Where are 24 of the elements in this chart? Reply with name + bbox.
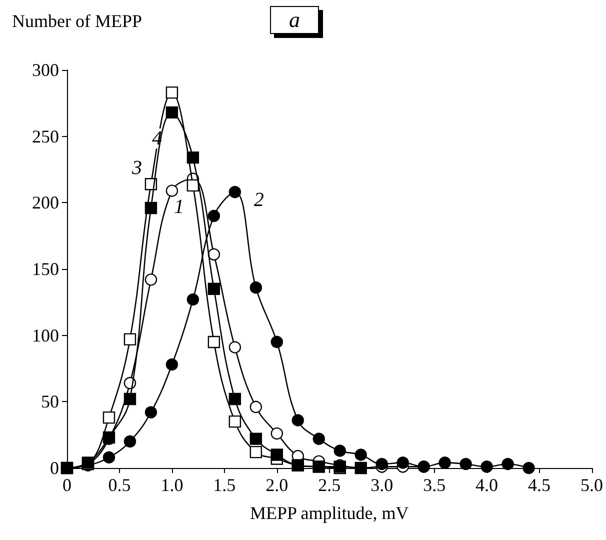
y-tick-label: 100 [32,325,59,346]
x-axis-title: MEPP amplitude, mV [250,503,409,523]
x-tick-label: 4.0 [476,475,498,495]
series-label: 3 [130,157,142,180]
y-tick-label: 50 [41,392,59,412]
y-tick-label: 200 [32,192,59,213]
x-tick-label: 1.5 [213,475,236,495]
x-tick-label: 0.5 [108,475,131,495]
x-tick-label: 3.0 [370,475,394,495]
y-tick-label: 150 [32,259,59,279]
y-tick-label: 250 [32,126,59,146]
series-label: 1 [174,196,184,218]
chart-title: a [270,6,319,34]
y-tick-label: 300 [32,60,59,80]
x-tick-label: 0 [62,475,72,495]
x-tick-label: 2.5 [318,475,341,495]
x-tick-label: 3.5 [423,475,446,495]
series-label: 2 [254,189,264,212]
y-axis-title: Number of MEPP [12,11,142,31]
y-tick-label: 0 [50,458,59,478]
x-tick-label: 5.0 [580,475,603,495]
x-tick-label: 2.0 [266,475,288,495]
x-tick-label: 4.5 [528,475,551,495]
x-tick-label: 1.0 [160,475,184,495]
